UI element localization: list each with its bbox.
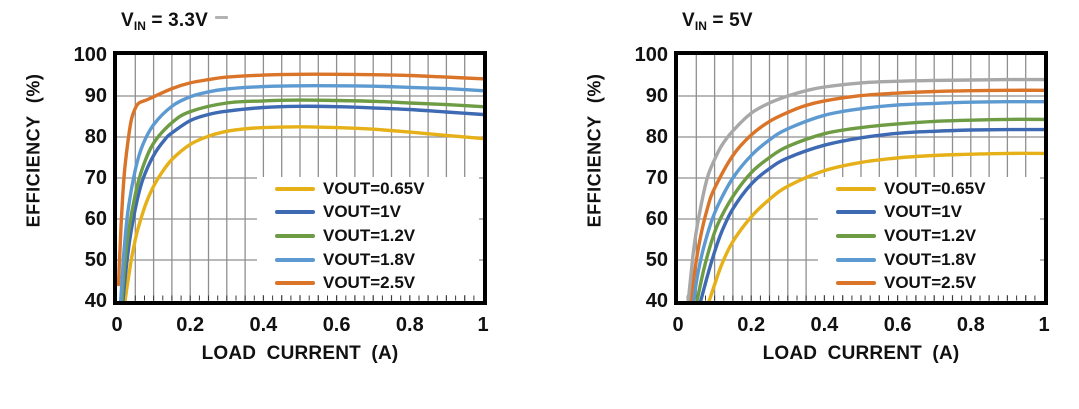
legend-label: VOUT=1.2V (323, 225, 416, 245)
series-line-vout-1v (121, 104, 483, 301)
series-line-vout-0.65v (123, 125, 483, 301)
x-tick-label: 1 (1038, 314, 1050, 336)
series-group (117, 72, 483, 301)
legend-swatch (836, 257, 876, 262)
series-line-unlabeled (686, 77, 1044, 301)
y-tick-label: 40 (645, 290, 668, 312)
y-axis-label: EFFICIENCY (%) (23, 73, 44, 227)
y-tick-label: 80 (84, 126, 107, 148)
legend-label: VOUT=0.65V (884, 178, 986, 198)
legend-item: VOUT=0.65V (836, 179, 1040, 199)
legend-swatch (836, 186, 876, 191)
legend-swatch (275, 186, 315, 191)
legend: VOUT=0.65V VOUT=1V VOUT=1.2V VOUT=1.8V VOUT=… (818, 177, 1040, 295)
legend-label: VOUT=2.5V (884, 273, 977, 293)
series-line-vout-1.2v (120, 98, 483, 301)
x-tick-label: 0.6 (322, 314, 351, 336)
x-tick-label: 0 (672, 314, 684, 336)
series-line-vout-2.5v (688, 88, 1044, 301)
series-line-vout-0.65v (707, 151, 1044, 301)
x-tick-label: 0.4 (810, 314, 839, 336)
legend-label: VOUT=1.8V (323, 249, 416, 269)
legend-label: VOUT=1V (323, 202, 401, 222)
legend-swatch (836, 233, 876, 238)
legend-label: VOUT=0.65V (323, 178, 425, 198)
x-tick-label: 0.6 (883, 314, 912, 336)
x-tick-label: 0 (111, 314, 123, 336)
legend-swatch (275, 210, 315, 215)
y-tick-label: 60 (84, 208, 107, 230)
plot-frame (113, 51, 487, 305)
legend: VOUT=0.65V VOUT=1V VOUT=1.2V VOUT=1.8V VOUT=… (257, 177, 479, 295)
x-tick-label: 0.2 (176, 314, 205, 336)
x-tick-label: 0.4 (249, 314, 278, 336)
x-axis-label: LOAD CURRENT (A) (762, 343, 960, 364)
y-tick-label: 100 (73, 44, 107, 66)
y-tick-label: 50 (84, 249, 107, 271)
y-tick-label: 70 (645, 167, 668, 189)
legend-item: VOUT=1.8V (275, 250, 479, 270)
series-line-vout-1v (699, 127, 1044, 301)
legend-item: VOUT=2.5V (275, 273, 479, 293)
series-line-vout-1.8v (119, 83, 483, 301)
plot-frame (674, 51, 1048, 305)
y-tick-label: 90 (84, 85, 107, 107)
y-axis-label: EFFICIENCY (%) (584, 73, 605, 227)
y-tick-label: 40 (84, 290, 107, 312)
legend-swatch (275, 233, 315, 238)
legend-swatch (836, 210, 876, 215)
legend-label: VOUT=1.2V (884, 225, 977, 245)
x-tick-label: 0.8 (956, 314, 985, 336)
y-tick-label: 90 (645, 85, 668, 107)
y-tick-label: 100 (634, 44, 668, 66)
chart-title: VIN = 5V (682, 10, 753, 33)
x-axis-label: LOAD CURRENT (A) (201, 343, 399, 364)
y-tick-label: 50 (645, 249, 668, 271)
y-tick-label: 70 (84, 167, 107, 189)
legend-label: VOUT=2.5V (323, 273, 416, 293)
series-line-vout-1.2v (695, 117, 1044, 301)
stray-mark (215, 16, 228, 19)
series-line-vout-1.8v (691, 100, 1044, 301)
y-tick-label: 80 (645, 126, 668, 148)
legend-label: VOUT=1V (884, 202, 962, 222)
series-group (686, 77, 1044, 301)
x-tick-label: 0.2 (737, 314, 766, 336)
chart-title: VIN = 3.3V (121, 10, 209, 33)
legend-swatch (836, 281, 876, 286)
legend-swatch (275, 257, 315, 262)
legend-item: VOUT=1.2V (275, 226, 479, 246)
legend-item: VOUT=2.5V (836, 273, 1040, 293)
x-tick-label: 0.8 (395, 314, 424, 336)
legend-item: VOUT=1.2V (836, 226, 1040, 246)
legend-item: VOUT=1V (836, 202, 1040, 222)
legend-label: VOUT=1.8V (884, 249, 977, 269)
legend-item: VOUT=1.8V (836, 250, 1040, 270)
legend-item: VOUT=1V (275, 202, 479, 222)
legend-swatch (275, 281, 315, 286)
y-tick-label: 60 (645, 208, 668, 230)
x-tick-label: 1 (477, 314, 489, 336)
legend-item: VOUT=0.65V (275, 179, 479, 199)
series-line-vout-2.5v (117, 72, 483, 287)
